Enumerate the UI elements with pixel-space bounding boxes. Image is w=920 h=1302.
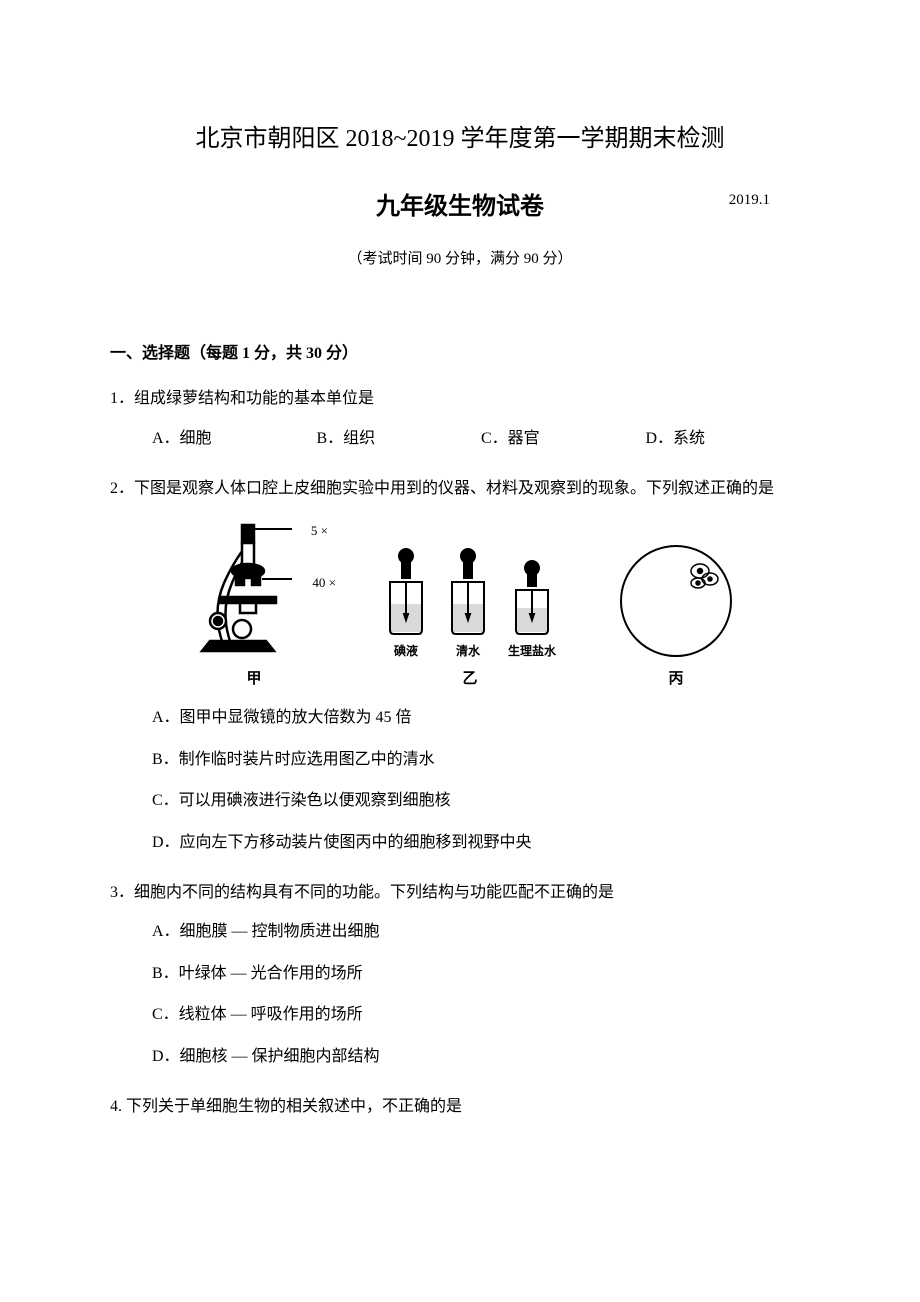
bottle-label: 清水 xyxy=(456,642,480,661)
question-3: 3．细胞内不同的结构具有不同的功能。下列结构与功能匹配不正确的是 A．细胞膜 —… xyxy=(110,880,810,1070)
figure-microscope: 5 × 40 × xyxy=(184,521,324,691)
question-stem: 1．组成绿萝结构和功能的基本单位是 xyxy=(110,386,810,412)
options-column: A．图甲中显微镜的放大倍数为 45 倍 B．制作临时装片时应选用图乙中的清水 C… xyxy=(110,705,810,855)
magnification-5x-label: 5 × xyxy=(311,521,328,542)
option-c: C．可以用碘液进行染色以便观察到细胞核 xyxy=(152,788,810,814)
figure-label-b: 乙 xyxy=(462,667,477,691)
bottle-label: 生理盐水 xyxy=(508,642,556,661)
dropper-bottle-icon xyxy=(446,548,490,638)
question-2: 2．下图是观察人体口腔上皮细胞实验中用到的仪器、材料及观察到的现象。下列叙述正确… xyxy=(110,476,810,856)
options-column: A．细胞膜 — 控制物质进出细胞 B．叶绿体 — 光合作用的场所 C．线粒体 —… xyxy=(110,919,810,1069)
main-title: 北京市朝阳区 2018~2019 学年度第一学期期末检测 xyxy=(110,120,810,158)
options-row: A．细胞 B．组织 C．器官 D．系统 xyxy=(110,426,810,452)
option-a: A．细胞 xyxy=(152,426,317,452)
option-b: B．叶绿体 — 光合作用的场所 xyxy=(152,961,810,987)
bottle-iodine: 碘液 xyxy=(384,548,428,661)
figure-label-a: 甲 xyxy=(246,667,261,691)
figure-field-view: 丙 xyxy=(616,541,736,691)
option-d: D．细胞核 — 保护细胞内部结构 xyxy=(152,1044,810,1070)
question-stem: 2．下图是观察人体口腔上皮细胞实验中用到的仪器、材料及观察到的现象。下列叙述正确… xyxy=(110,476,810,502)
exam-date: 2019.1 xyxy=(729,188,770,212)
subtitle: 九年级生物试卷 xyxy=(376,188,544,226)
question-4: 4. 下列关于单细胞生物的相关叙述中，不正确的是 xyxy=(110,1094,810,1120)
section-1-header: 一、选择题（每题 1 分，共 30 分） xyxy=(110,341,810,367)
option-a: A．图甲中显微镜的放大倍数为 45 倍 xyxy=(152,705,810,731)
option-a: A．细胞膜 — 控制物质进出细胞 xyxy=(152,919,810,945)
option-b: B．组织 xyxy=(317,426,482,452)
bottle-water: 清水 xyxy=(446,548,490,661)
bottle-saline: 生理盐水 xyxy=(508,560,556,661)
question-1: 1．组成绿萝结构和功能的基本单位是 A．细胞 B．组织 C．器官 D．系统 xyxy=(110,386,810,451)
microscope-icon xyxy=(184,521,324,661)
option-b: B．制作临时装片时应选用图乙中的清水 xyxy=(152,747,810,773)
figure-row: 5 × 40 × xyxy=(110,521,810,691)
option-c: C．线粒体 — 呼吸作用的场所 xyxy=(152,1002,810,1028)
exam-info: （考试时间 90 分钟，满分 90 分） xyxy=(110,247,810,271)
magnification-40x-label: 40 × xyxy=(312,573,336,594)
option-c: C．器官 xyxy=(481,426,646,452)
option-d: D．应向左下方移动装片使图丙中的细胞移到视野中央 xyxy=(152,830,810,856)
microscope-field-icon xyxy=(616,541,736,661)
bottle-label: 碘液 xyxy=(394,642,418,661)
option-d: D．系统 xyxy=(646,426,811,452)
question-stem: 4. 下列关于单细胞生物的相关叙述中，不正确的是 xyxy=(110,1094,810,1120)
dropper-bottle-icon xyxy=(384,548,428,638)
subtitle-row: 九年级生物试卷 2019.1 xyxy=(110,188,810,226)
figure-bottles: 碘液 清水 xyxy=(384,548,556,691)
figure-label-c: 丙 xyxy=(668,667,683,691)
question-stem: 3．细胞内不同的结构具有不同的功能。下列结构与功能匹配不正确的是 xyxy=(110,880,810,906)
dropper-bottle-icon xyxy=(510,560,554,638)
